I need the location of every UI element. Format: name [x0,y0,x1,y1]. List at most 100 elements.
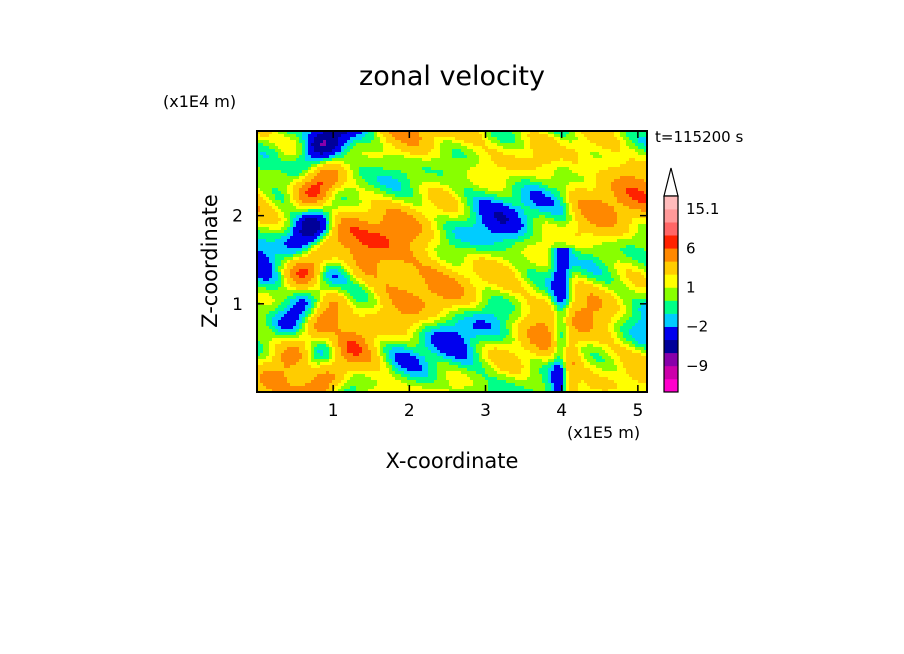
field-cell [395,194,399,198]
field-cell [566,170,570,174]
field-cell [494,131,498,135]
field-cell [500,161,504,165]
field-cell [611,170,615,174]
field-cell [365,227,369,231]
field-cell [488,170,492,174]
field-cell [389,200,393,204]
field-cell [305,218,309,222]
field-cell [470,218,474,222]
field-cell [572,167,576,171]
field-cell [626,146,630,150]
field-cell [266,155,270,159]
field-cell [281,224,285,228]
field-cell [542,179,546,183]
field-cell [569,212,573,216]
field-cell [311,221,315,225]
field-cell [536,134,540,138]
field-cell [494,179,498,183]
field-cell [467,155,471,159]
field-cell [485,140,489,144]
field-cell [434,143,438,147]
field-cell [284,140,288,144]
field-cell [293,191,297,195]
field-cell [551,164,555,168]
field-cell [533,194,537,198]
field-cell [554,158,558,162]
field-cell [623,203,627,207]
field-cell [338,185,342,189]
field-cell [395,131,399,135]
field-cell [257,155,261,159]
field-cell [611,143,615,147]
field-cell [521,224,525,228]
field-cell [449,146,453,150]
field-cell [548,221,552,225]
field-cell [323,155,327,159]
field-cell [491,188,495,192]
field-cell [557,158,561,162]
field-cell [419,197,423,201]
field-cell [299,182,303,186]
field-cell [419,206,423,210]
field-cell [434,197,438,201]
field-cell [635,164,639,168]
field-cell [515,182,519,186]
field-cell [410,227,414,231]
field-cell [521,218,525,222]
field-cell [407,191,411,195]
field-cell [266,164,270,168]
field-cell [263,200,267,204]
field-cell [329,170,333,174]
field-cell [293,131,297,135]
field-cell [284,164,288,168]
field-cell [329,137,333,141]
field-cell [587,188,591,192]
field-cell [425,137,429,141]
field-cell [473,206,477,210]
field-cell [518,218,522,222]
field-cell [584,167,588,171]
field-cell [296,224,300,228]
field-cell [563,140,567,144]
field-cell [599,131,603,135]
field-cell [563,137,567,141]
field-cell [545,170,549,174]
field-cell [311,179,315,183]
field-cell [557,227,561,231]
field-cell [635,224,639,228]
field-cell [368,155,372,159]
field-cell [266,140,270,144]
field-cell [485,221,489,225]
field-cell [479,164,483,168]
field-cell [395,155,399,159]
field-cell [587,134,591,138]
field-cell [446,188,450,192]
field-cell [416,167,420,171]
field-cell [281,140,285,144]
field-cell [629,143,633,147]
field-cell [608,176,612,180]
field-cell [611,140,615,144]
field-cell [398,140,402,144]
field-cell [533,152,537,156]
field-cell [443,218,447,222]
field-cell [317,146,321,150]
field-cell [608,200,612,204]
field-cell [365,158,369,162]
field-cell [587,161,591,165]
field-cell [461,218,465,222]
field-cell [410,137,414,141]
field-cell [293,194,297,198]
field-cell [593,185,597,189]
field-cell [281,227,285,231]
field-cell [398,167,402,171]
field-cell [377,143,381,147]
field-cell [482,143,486,147]
field-cell [584,134,588,138]
field-cell [353,179,357,183]
field-cell [587,206,591,210]
field-cell [575,137,579,141]
field-cell [392,209,396,213]
field-cell [590,197,594,201]
field-cell [296,212,300,216]
